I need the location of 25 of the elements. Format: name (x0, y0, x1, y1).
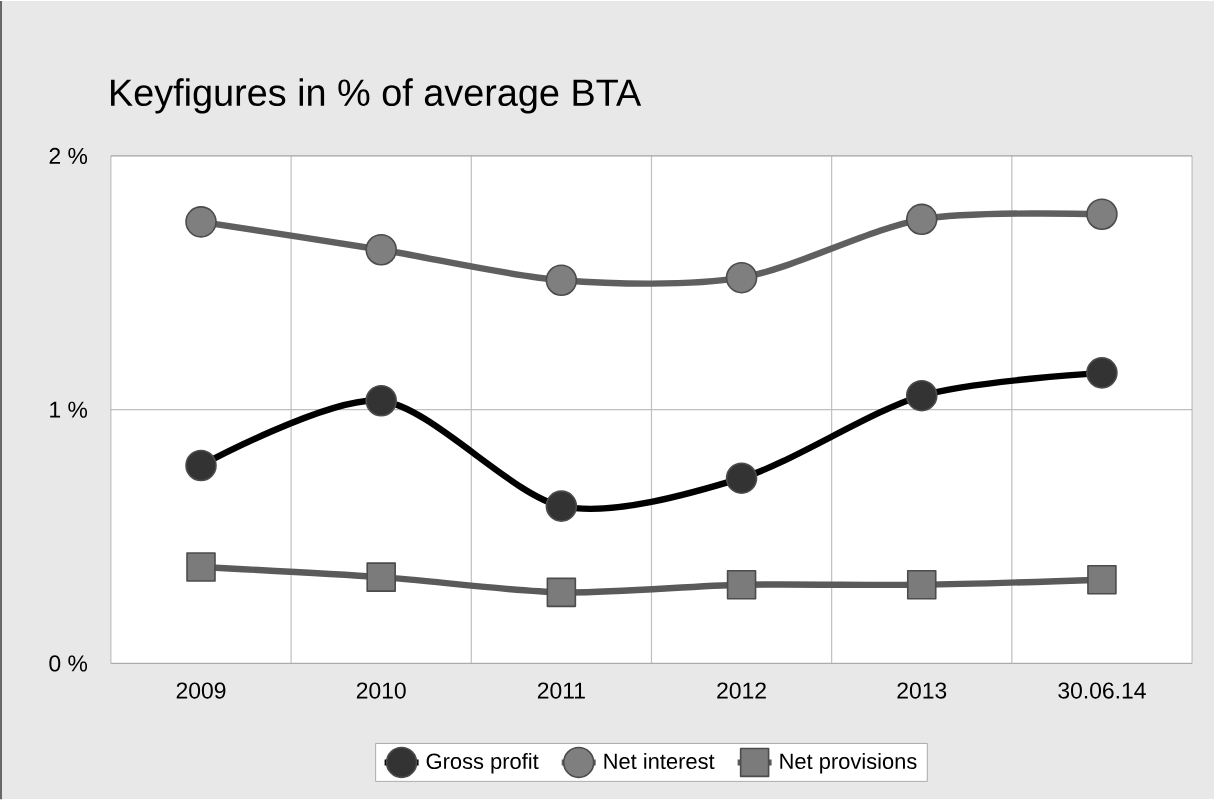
point (726, 569, 757, 600)
legend-label: Net provisions (780, 752, 917, 774)
point (1087, 564, 1117, 595)
y-tick-label: 2 % (49, 147, 88, 164)
x-tick-label: 30.06.14 (1058, 682, 1146, 699)
x-tick-label: 2012 (717, 682, 766, 699)
x-tick-label: 2011 (537, 682, 585, 699)
y-tick-label: 0 % (49, 655, 88, 672)
legend-label: Net interest (604, 752, 715, 769)
point (545, 264, 578, 296)
point (366, 562, 396, 592)
point (725, 261, 758, 294)
point (905, 203, 938, 235)
legend-label: Gross profit (426, 752, 539, 774)
point (1086, 198, 1118, 230)
x-tick-label: 2013 (897, 682, 947, 699)
point (906, 569, 937, 600)
y-tick-label: 1 % (50, 401, 88, 418)
chart-title: Keyfigures in % of average BTA (111, 78, 642, 114)
point (185, 205, 217, 238)
point (365, 233, 397, 266)
x-tick-label: 2009 (176, 682, 226, 699)
x-tick-label: 2010 (356, 682, 406, 699)
point (186, 552, 216, 582)
point (546, 577, 577, 608)
